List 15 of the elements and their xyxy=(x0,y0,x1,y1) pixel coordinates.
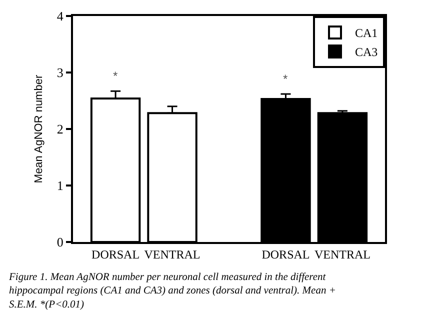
annotation: * xyxy=(283,72,288,86)
y-tick-label: 4 xyxy=(56,8,64,24)
y-tick-label: 0 xyxy=(56,234,64,250)
legend-label: CA3 xyxy=(355,45,378,60)
annotation: * xyxy=(113,69,118,83)
y-axis-title: Mean AgNOR number xyxy=(33,74,46,184)
caption: Figure 1. Mean AgNOR number per neuronal cell measured in the different hippocampal regions (CA1 and CA3) and zones (dorsal and ventral). Mean + S.E.M. *(P<0.01) xyxy=(8,272,336,310)
legend-label: CA1 xyxy=(355,26,378,40)
x-tick-label: DORSAL xyxy=(262,247,310,262)
y-tick-label: 1 xyxy=(56,178,64,194)
x-tick-label: VENTRAL xyxy=(144,247,200,262)
x-tick-label: DORSAL xyxy=(92,247,140,262)
y-tick-label: 3 xyxy=(56,65,64,80)
y-tick-label: 2 xyxy=(56,122,64,137)
x-tick-label: VENTRAL xyxy=(314,247,370,262)
